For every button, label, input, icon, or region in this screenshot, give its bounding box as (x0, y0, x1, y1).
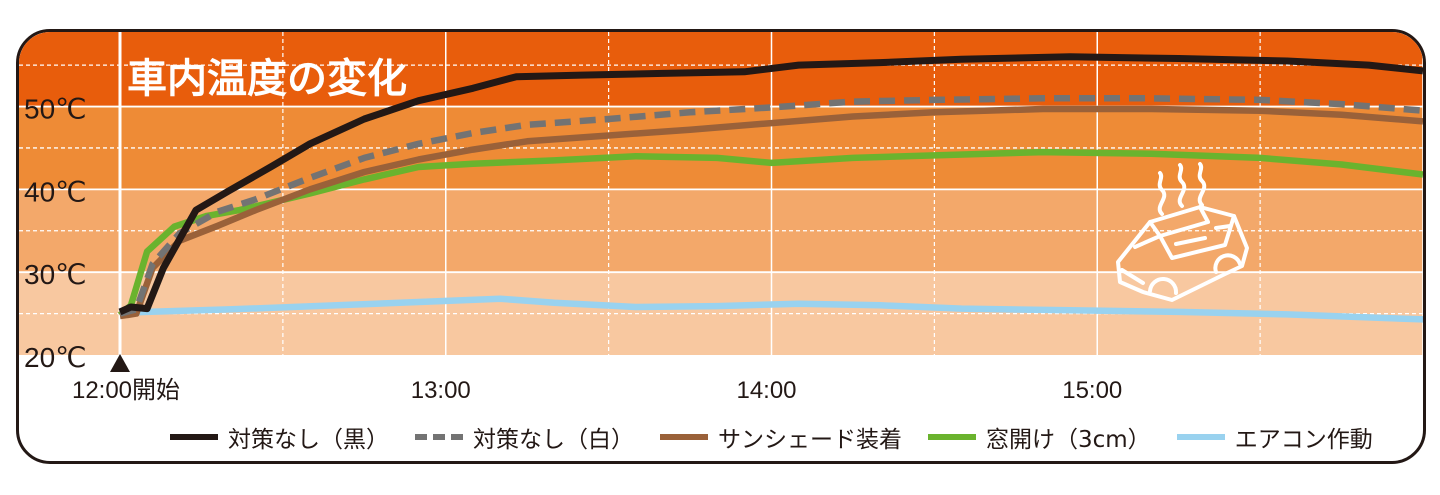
x-tick-label-0: 12:00開始 (72, 377, 180, 404)
y-tick-label-30: 30℃ (24, 259, 87, 290)
legend-item-1: 対策なし（白） (415, 420, 634, 454)
hot-car-part-6 (1120, 268, 1145, 285)
legend-label-3: 窓開け（3cm） (986, 427, 1151, 453)
legend-swatch-3 (928, 434, 976, 440)
x-tick-label-120: 14:00 (736, 377, 796, 404)
hot-car-icon (1116, 162, 1249, 302)
hot-car-part-3 (1133, 234, 1162, 249)
hot-car-part-8 (1213, 253, 1242, 274)
hot-car-part-10 (1177, 163, 1187, 208)
y-tick-label-40: 40℃ (24, 176, 87, 207)
chart-legend: 対策なし（黒） 対策なし（白） サンシェード装着 窓開け（3cm） エアコン作動 (170, 420, 1399, 454)
hot-car-part-9 (1157, 171, 1167, 216)
x-tick-label-180: 15:00 (1062, 377, 1122, 404)
hot-car-part-0 (1116, 205, 1249, 302)
start-marker-triangle (110, 354, 130, 372)
hot-car-part-1 (1148, 205, 1210, 238)
legend-swatch-1 (415, 434, 463, 440)
legend-swatch-4 (1176, 434, 1225, 440)
legend-item-4: エアコン作動 (1176, 420, 1373, 454)
series-line-0 (118, 53, 1423, 316)
plot-area: 車内温度の変化 (19, 32, 1423, 355)
hot-car-part-5 (1214, 224, 1232, 230)
series-line-4 (119, 295, 1423, 323)
hot-car-part-4 (1174, 236, 1207, 246)
legend-item-3: 窓開け（3cm） (928, 420, 1151, 454)
legend-swatch-0 (170, 434, 218, 440)
legend-item-2: サンシェード装着 (660, 420, 902, 454)
series-line-1 (119, 95, 1423, 317)
legend-label-2: サンシェード装着 (718, 427, 902, 453)
legend-swatch-2 (660, 434, 708, 440)
legend-label-4: エアコン作動 (1234, 427, 1373, 453)
hot-car-part-7 (1148, 277, 1179, 295)
legend-item-0: 対策なし（黒） (170, 420, 389, 454)
y-tick-label-20: 20℃ (24, 342, 87, 373)
series-line-2 (119, 105, 1423, 320)
y-tick-label-50: 50℃ (24, 94, 87, 125)
legend-label-0: 対策なし（黒） (228, 427, 389, 453)
hot-car-part-2 (1158, 214, 1236, 260)
x-tick-label-60: 13:00 (411, 377, 471, 404)
hot-car-part-11 (1197, 162, 1207, 207)
legend-label-1: 対策なし（白） (473, 427, 634, 453)
chart-title: 車内温度の変化 (127, 56, 407, 102)
